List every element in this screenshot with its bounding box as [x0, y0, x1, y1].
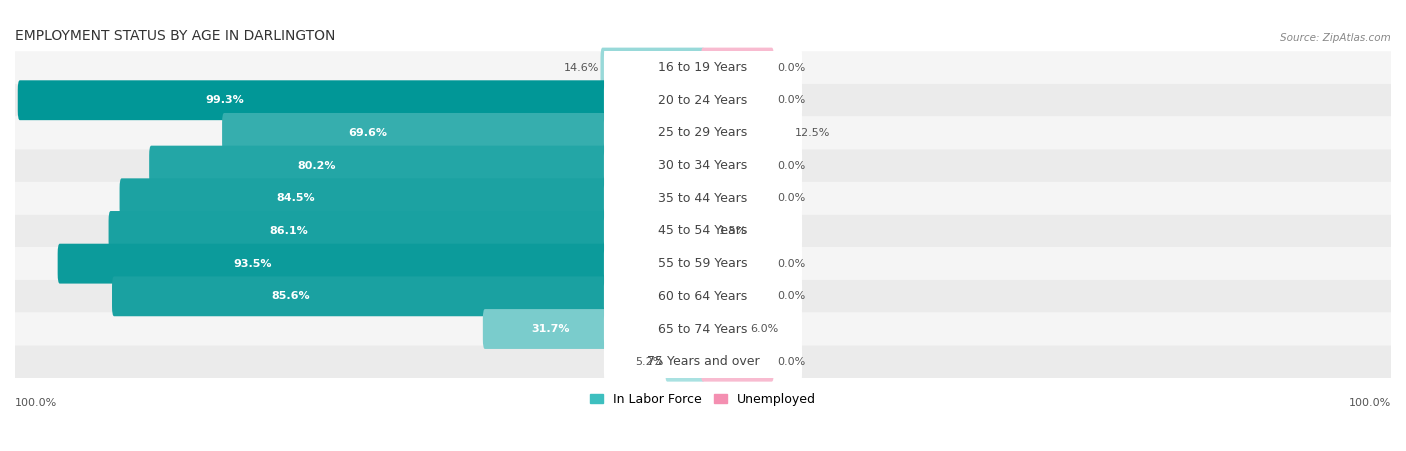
Text: 55 to 59 Years: 55 to 59 Years [658, 257, 748, 270]
FancyBboxPatch shape [149, 146, 704, 185]
FancyBboxPatch shape [702, 276, 773, 316]
Text: 0.0%: 0.0% [778, 258, 806, 269]
FancyBboxPatch shape [702, 80, 773, 120]
Text: 75 Years and over: 75 Years and over [647, 355, 759, 368]
FancyBboxPatch shape [15, 182, 1391, 215]
Text: 5.2%: 5.2% [636, 357, 664, 367]
FancyBboxPatch shape [15, 84, 1391, 116]
Text: 0.0%: 0.0% [778, 95, 806, 105]
FancyBboxPatch shape [605, 240, 801, 287]
Text: 93.5%: 93.5% [233, 258, 271, 269]
Text: 60 to 64 Years: 60 to 64 Years [658, 290, 748, 303]
FancyBboxPatch shape [702, 48, 773, 87]
FancyBboxPatch shape [15, 313, 1391, 345]
FancyBboxPatch shape [482, 309, 704, 349]
Text: 30 to 34 Years: 30 to 34 Years [658, 159, 748, 172]
FancyBboxPatch shape [702, 244, 773, 284]
FancyBboxPatch shape [600, 48, 704, 87]
FancyBboxPatch shape [15, 116, 1391, 149]
Text: 69.6%: 69.6% [349, 128, 387, 138]
Text: 84.5%: 84.5% [277, 193, 315, 203]
Text: 80.2%: 80.2% [298, 161, 336, 170]
FancyBboxPatch shape [702, 309, 747, 349]
Text: 25 to 29 Years: 25 to 29 Years [658, 126, 748, 139]
FancyBboxPatch shape [15, 215, 1391, 247]
Text: 0.0%: 0.0% [778, 291, 806, 301]
FancyBboxPatch shape [605, 110, 801, 156]
FancyBboxPatch shape [605, 339, 801, 385]
FancyBboxPatch shape [18, 80, 704, 120]
FancyBboxPatch shape [58, 244, 704, 284]
Text: 85.6%: 85.6% [271, 291, 311, 301]
FancyBboxPatch shape [605, 44, 801, 91]
FancyBboxPatch shape [702, 342, 773, 382]
Legend: In Labor Force, Unemployed: In Labor Force, Unemployed [585, 388, 821, 411]
Text: 45 to 54 Years: 45 to 54 Years [658, 225, 748, 238]
FancyBboxPatch shape [15, 247, 1391, 280]
FancyBboxPatch shape [605, 175, 801, 221]
FancyBboxPatch shape [108, 211, 704, 251]
FancyBboxPatch shape [605, 77, 801, 124]
Text: 100.0%: 100.0% [1348, 398, 1391, 408]
Text: 20 to 24 Years: 20 to 24 Years [658, 94, 748, 107]
Text: 65 to 74 Years: 65 to 74 Years [658, 322, 748, 336]
FancyBboxPatch shape [15, 345, 1391, 378]
Text: 86.1%: 86.1% [269, 226, 308, 236]
Text: 12.5%: 12.5% [794, 128, 830, 138]
FancyBboxPatch shape [222, 113, 704, 153]
FancyBboxPatch shape [702, 113, 792, 153]
FancyBboxPatch shape [15, 51, 1391, 84]
Text: 1.5%: 1.5% [718, 226, 747, 236]
FancyBboxPatch shape [112, 276, 704, 316]
FancyBboxPatch shape [15, 280, 1391, 313]
Text: EMPLOYMENT STATUS BY AGE IN DARLINGTON: EMPLOYMENT STATUS BY AGE IN DARLINGTON [15, 29, 336, 43]
Text: 0.0%: 0.0% [778, 357, 806, 367]
FancyBboxPatch shape [605, 208, 801, 254]
Text: 99.3%: 99.3% [205, 95, 245, 105]
Text: 100.0%: 100.0% [15, 398, 58, 408]
Text: Source: ZipAtlas.com: Source: ZipAtlas.com [1281, 33, 1391, 43]
Text: 6.0%: 6.0% [749, 324, 778, 334]
FancyBboxPatch shape [120, 178, 704, 218]
Text: 0.0%: 0.0% [778, 63, 806, 73]
Text: 14.6%: 14.6% [564, 63, 599, 73]
Text: 35 to 44 Years: 35 to 44 Years [658, 192, 748, 205]
FancyBboxPatch shape [702, 178, 773, 218]
Text: 31.7%: 31.7% [531, 324, 569, 334]
FancyBboxPatch shape [605, 273, 801, 319]
Text: 16 to 19 Years: 16 to 19 Years [658, 61, 748, 74]
FancyBboxPatch shape [665, 342, 704, 382]
FancyBboxPatch shape [702, 146, 773, 185]
FancyBboxPatch shape [702, 211, 716, 251]
FancyBboxPatch shape [15, 149, 1391, 182]
FancyBboxPatch shape [605, 306, 801, 352]
Text: 0.0%: 0.0% [778, 161, 806, 170]
Text: 0.0%: 0.0% [778, 193, 806, 203]
FancyBboxPatch shape [605, 143, 801, 189]
